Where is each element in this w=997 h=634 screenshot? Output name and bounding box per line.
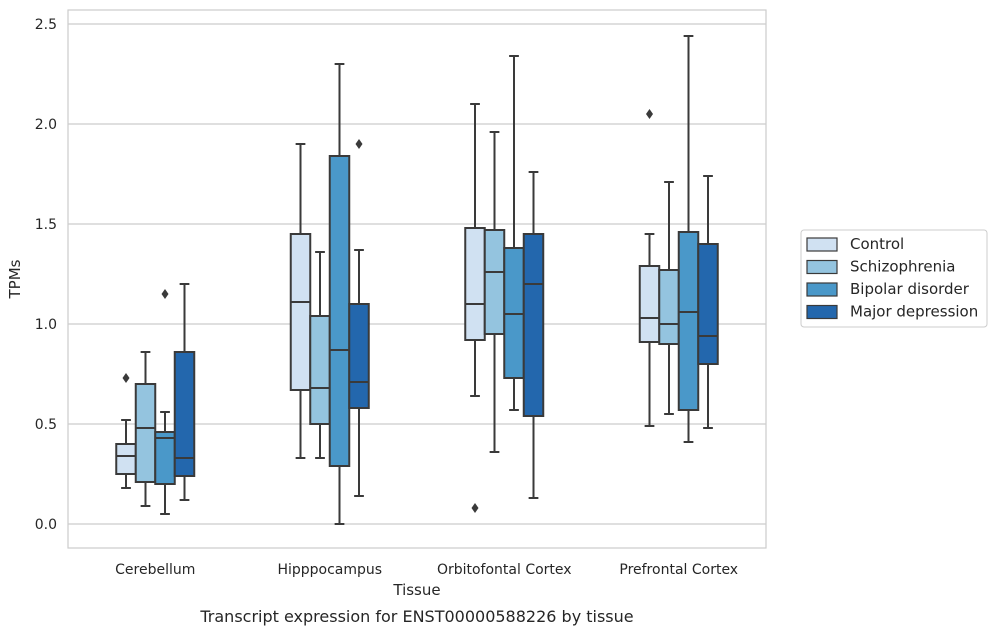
legend-label: Major depression xyxy=(850,303,978,321)
y-axis-label: TPMs xyxy=(6,259,24,299)
x-axis-ticks: Cerebellum Hipppocampus Orbitofontal Corte… xyxy=(115,562,738,578)
box-iqr xyxy=(289,233,312,391)
box-bipolar-disorder xyxy=(154,289,176,515)
outlier-point xyxy=(122,373,130,383)
box-bipolar-disorder xyxy=(677,35,700,443)
legend: Control Schizophrenia Bipolar disorder Majo… xyxy=(800,229,988,328)
box-iqr xyxy=(677,231,700,411)
box-iqr xyxy=(309,315,331,425)
box-schizophrenia xyxy=(134,351,157,507)
box-major-depression xyxy=(697,175,719,429)
legend-swatch xyxy=(806,237,838,252)
box-major-depression xyxy=(173,283,196,501)
outlier-point xyxy=(355,139,363,149)
box-iqr xyxy=(522,233,545,417)
plot-area-frame xyxy=(67,9,767,549)
box-control xyxy=(464,103,486,513)
y-tick-label: 1.0 xyxy=(35,317,57,333)
chart-caption: Transcript expression for ENST0000058822… xyxy=(199,607,633,626)
box-iqr xyxy=(115,443,137,475)
legend-label: Bipolar disorder xyxy=(850,280,970,298)
box-schizophrenia xyxy=(658,181,680,415)
x-tick-label: Cerebellum xyxy=(115,562,195,578)
legend-swatch xyxy=(806,259,838,275)
box-series xyxy=(115,35,719,525)
box-iqr xyxy=(328,155,351,467)
box-schizophrenia xyxy=(309,251,331,459)
y-tick-label: 2.5 xyxy=(35,17,57,33)
box-iqr xyxy=(658,269,680,345)
x-axis-label: Tissue xyxy=(392,581,440,599)
box-control xyxy=(289,143,312,459)
legend-swatch xyxy=(806,282,838,297)
outlier-point xyxy=(646,109,653,119)
box-iqr xyxy=(483,229,506,335)
box-schizophrenia xyxy=(483,131,506,453)
legend-label: Control xyxy=(850,235,904,253)
outlier-point xyxy=(471,503,479,513)
box-iqr xyxy=(134,383,157,483)
legend-swatch xyxy=(806,304,838,320)
box-control xyxy=(638,109,661,427)
box-iqr xyxy=(638,265,661,343)
y-tick-label: 0.5 xyxy=(35,417,57,433)
box-control xyxy=(115,373,137,489)
x-tick-label: Hipppocampus xyxy=(277,562,382,578)
box-iqr xyxy=(464,227,486,341)
x-tick-label: Orbitofontal Cortex xyxy=(437,562,572,578)
outlier-point xyxy=(161,289,169,299)
legend-label: Schizophrenia xyxy=(850,258,955,276)
y-tick-label: 0.0 xyxy=(35,517,57,533)
legend-frame xyxy=(800,229,988,328)
box-iqr xyxy=(348,303,370,409)
box-bipolar-disorder xyxy=(503,55,525,411)
y-tick-label: 2.0 xyxy=(35,117,57,133)
box-iqr xyxy=(697,243,719,365)
box-major-depression xyxy=(348,139,370,497)
y-tick-label: 1.5 xyxy=(35,217,57,233)
x-tick-label: Prefrontal Cortex xyxy=(619,562,738,578)
box-iqr xyxy=(173,351,196,477)
box-major-depression xyxy=(522,171,545,499)
box-iqr xyxy=(154,431,176,485)
y-axis-ticks: 0.0 0.5 1.0 1.5 2.0 2.5 xyxy=(35,17,57,533)
box-bipolar-disorder xyxy=(328,63,351,525)
